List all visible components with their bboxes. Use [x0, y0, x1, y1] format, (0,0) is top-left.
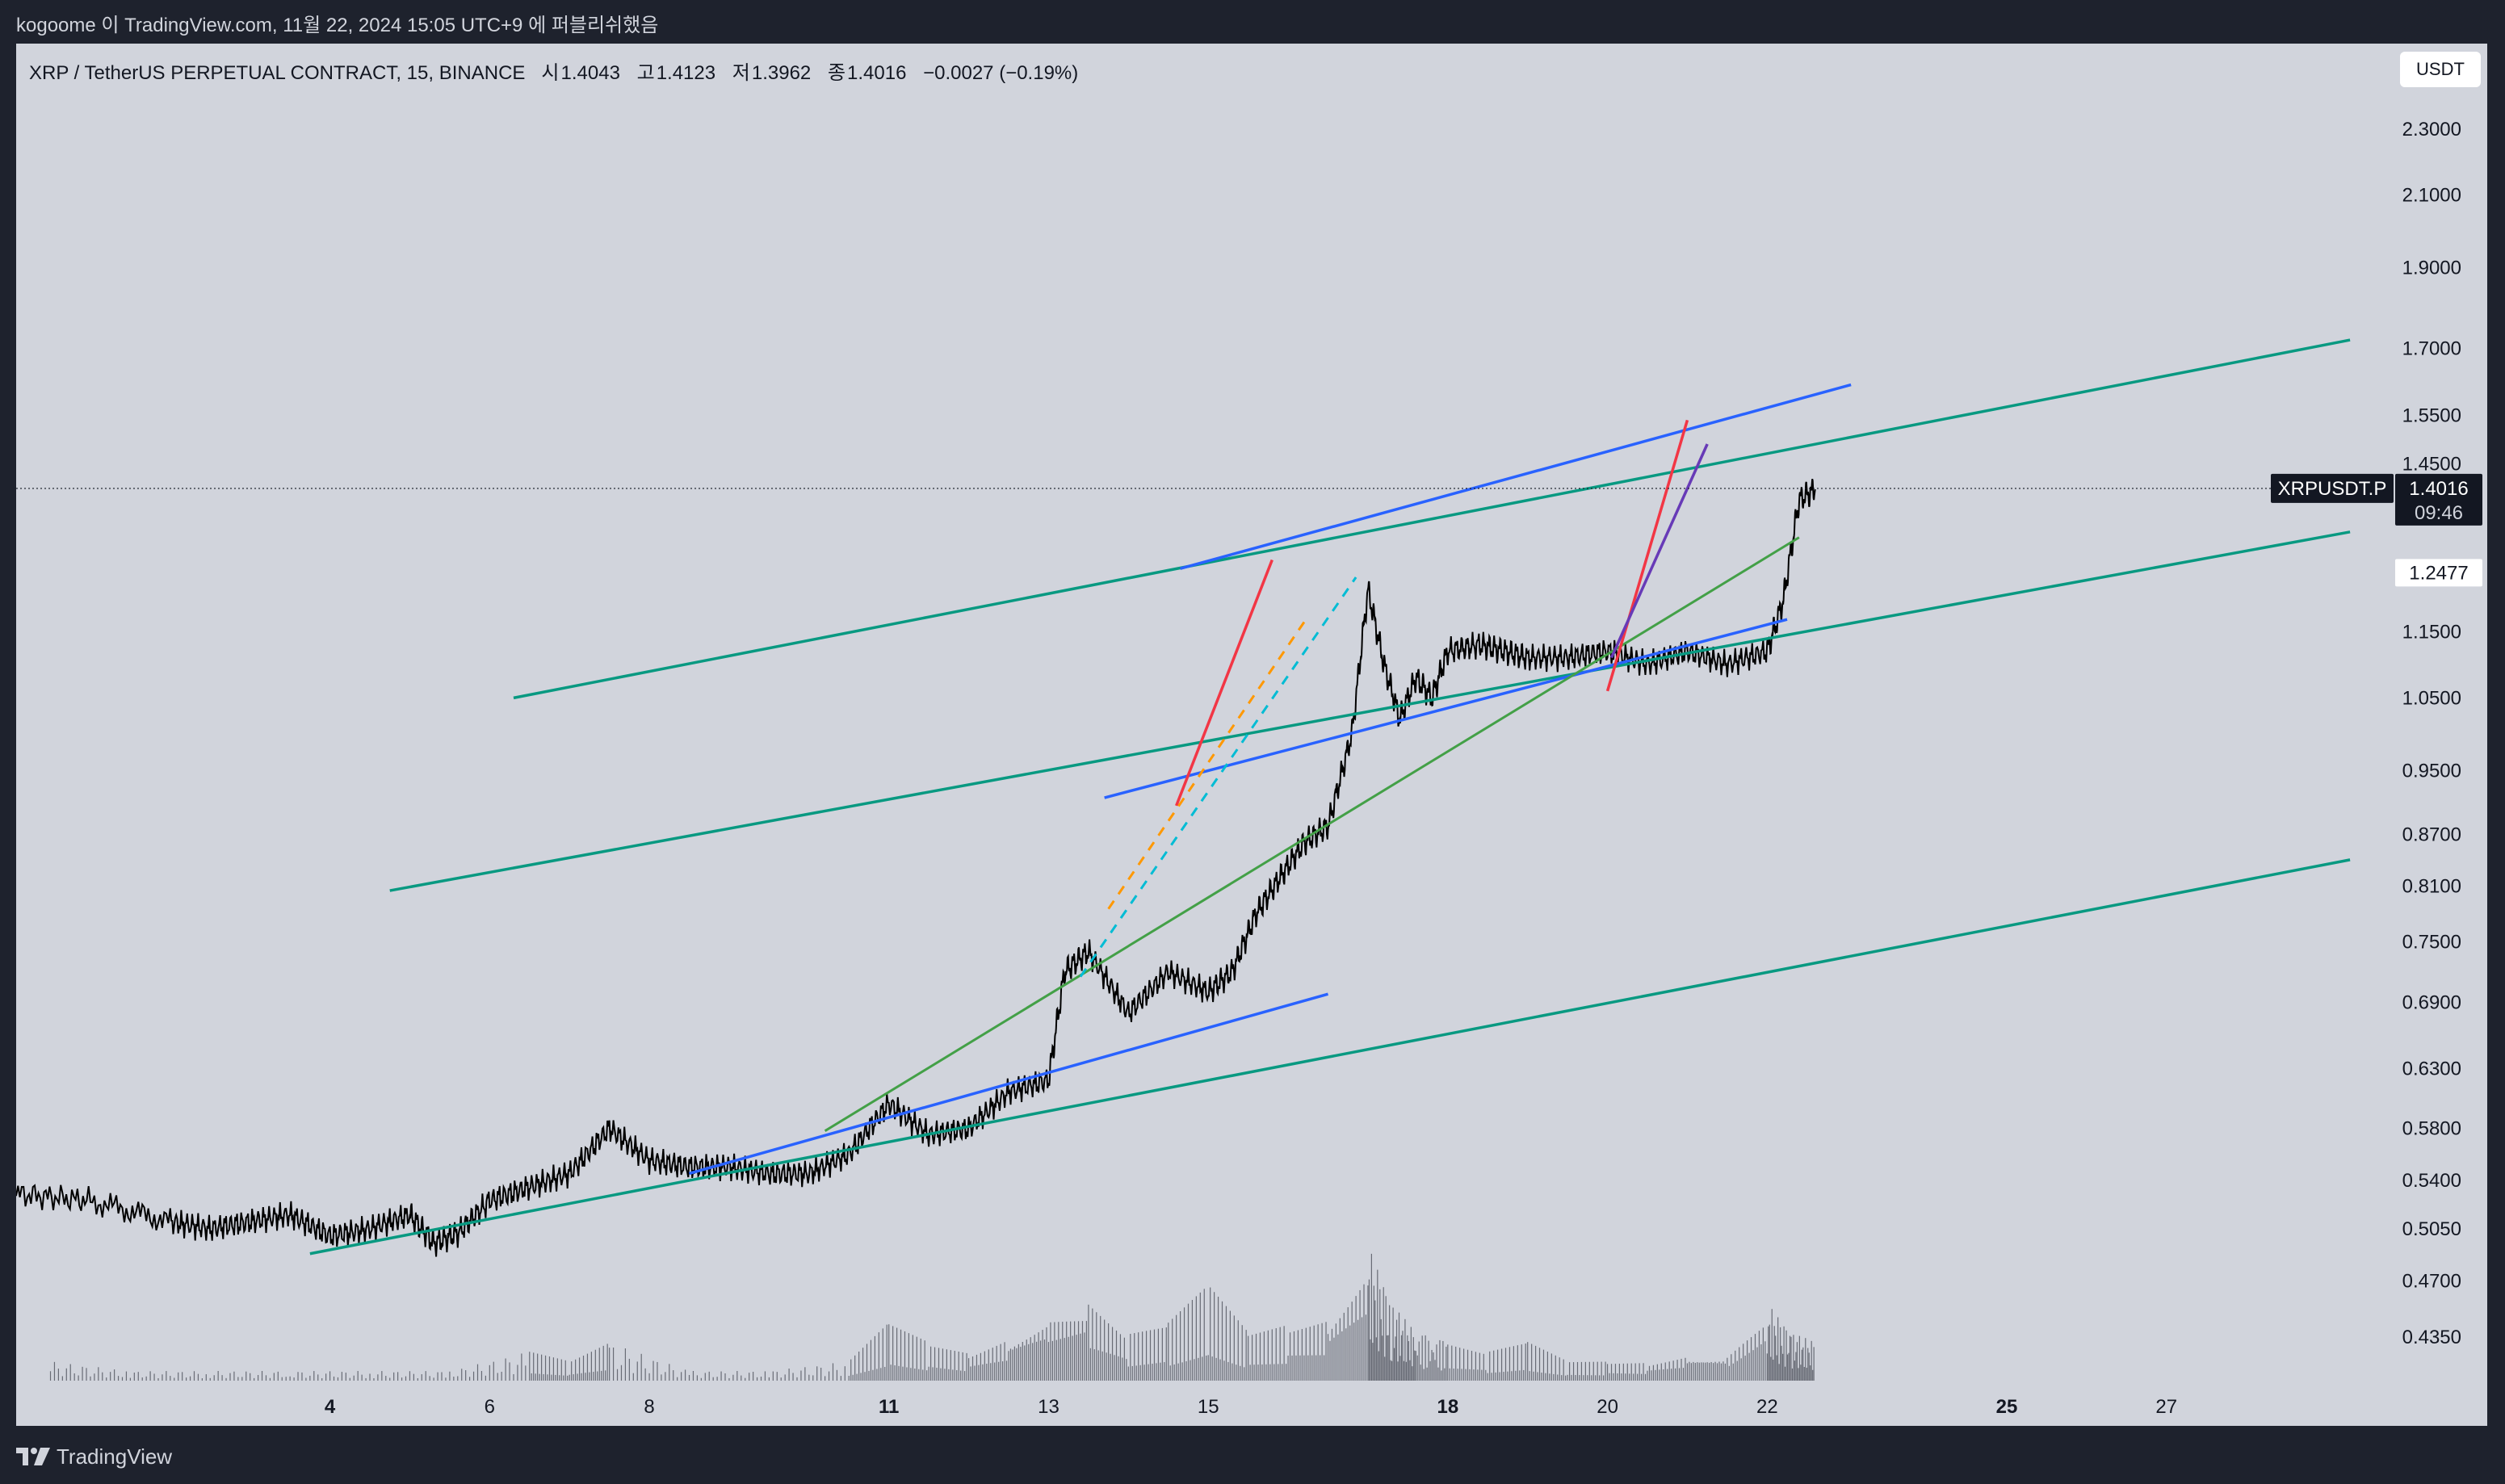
trend-blue-low: [689, 992, 1328, 1176]
low-value: 1.3962: [751, 62, 812, 84]
x-tick-label: 15: [1198, 1396, 1219, 1418]
low-label: 저: [732, 62, 750, 84]
x-tick-label: 20: [1597, 1396, 1618, 1418]
trend-purple: [1609, 443, 1709, 659]
open-value: 1.4043: [560, 62, 620, 84]
trend-blue-top: [1180, 383, 1852, 570]
channel-middle-line: [389, 530, 2351, 892]
y-tick-label: 1.0500: [2402, 687, 2461, 709]
ticker-tag-text: XRPUSDT.P: [2278, 478, 2387, 500]
y-tick-label: 0.8700: [2402, 824, 2461, 845]
trend-red-1: [1175, 559, 1273, 807]
y-tick-label: 0.6300: [2402, 1058, 2461, 1079]
symbol-legend[interactable]: XRP / TetherUS PERPETUAL CONTRACT, 15, B…: [29, 57, 1078, 85]
price-tag-countdown: 09:46: [2415, 502, 2463, 524]
high-label: 고: [636, 62, 655, 84]
x-tick-label: 11: [879, 1396, 899, 1418]
channel-upper-line: [513, 338, 2351, 700]
y-tick-label: 0.4700: [2402, 1270, 2461, 1292]
x-tick-label: 8: [644, 1396, 654, 1418]
price-chart[interactable]: 2.3000 2.1000 1.9000 1.7000 1.5500 1.4500 1.15…: [16, 44, 2487, 1426]
trend-blue-mid: [1104, 618, 1788, 799]
trend-green: [824, 536, 1800, 1132]
y-tick-label: 0.4350: [2402, 1327, 2461, 1348]
change-value: −0.0027 (−0.19%): [923, 62, 1079, 84]
open-label: 시: [541, 62, 560, 84]
y-tick-label: 0.5050: [2402, 1218, 2461, 1240]
chart-pane[interactable]: 2.3000 2.1000 1.9000 1.7000 1.5500 1.4500 1.15…: [16, 44, 2487, 1426]
x-tick-label: 27: [2155, 1396, 2177, 1418]
x-tick-label: 4: [325, 1396, 336, 1418]
y-tick-label: 0.7500: [2402, 932, 2461, 954]
y-tick-label: 0.8100: [2402, 876, 2461, 898]
x-tick-label: 22: [1756, 1396, 1778, 1418]
marker-label-text: 1.2477: [2409, 562, 2468, 584]
high-value: 1.4123: [656, 62, 716, 84]
trend-red-2: [1605, 419, 1689, 692]
x-tick-label: 13: [1038, 1396, 1059, 1418]
dash-orange: [1107, 615, 1310, 910]
marker-label-box: [2395, 559, 2482, 587]
y-tick-label: 0.5800: [2402, 1118, 2461, 1140]
y-tick-label: 1.1500: [2402, 622, 2461, 643]
close-value: 1.4016: [847, 62, 907, 84]
y-tick-label: 0.9500: [2402, 760, 2461, 782]
y-tick-label: 1.5500: [2402, 405, 2461, 427]
y-tick-label: 1.4500: [2402, 453, 2461, 475]
y-tick-label: 2.1000: [2402, 185, 2461, 207]
price-line: [16, 478, 1816, 1257]
x-tick-label: 18: [1437, 1396, 1458, 1418]
tradingview-logo-icon: [16, 1448, 50, 1465]
dash-cyan: [1079, 576, 1357, 978]
tradingview-logo-text: TradingView: [57, 1444, 173, 1469]
channel-lower-line: [309, 858, 2351, 1256]
y-tick-label: 0.6900: [2402, 992, 2461, 1014]
currency-button[interactable]: USDT: [2400, 52, 2481, 87]
y-tick-label: 1.9000: [2402, 258, 2461, 279]
y-tick-label: 1.7000: [2402, 338, 2461, 360]
symbol-name: XRP / TetherUS PERPETUAL CONTRACT, 15, B…: [29, 62, 526, 84]
y-tick-label: 0.5400: [2402, 1170, 2461, 1192]
tradingview-logo[interactable]: TradingView: [16, 1442, 172, 1471]
y-tick-label: 2.3000: [2402, 119, 2461, 140]
price-tag: [2395, 473, 2482, 526]
ticker-tag: [2271, 473, 2394, 503]
x-tick-label: 25: [1996, 1396, 2018, 1418]
x-tick-label: 6: [485, 1396, 495, 1418]
price-tag-value: 1.4016: [2409, 478, 2468, 500]
snapshot-header: kogoome 이 TradingView.com, 11월 22, 2024 …: [16, 15, 659, 36]
close-label: 종: [827, 62, 846, 84]
